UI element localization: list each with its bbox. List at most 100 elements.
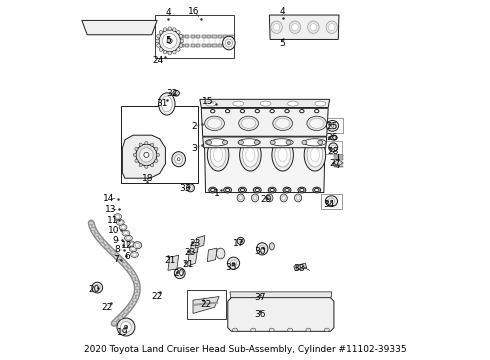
Text: 18: 18 [142, 174, 153, 183]
Text: 10: 10 [108, 226, 120, 235]
Ellipse shape [242, 118, 256, 129]
Ellipse shape [139, 163, 142, 167]
Bar [324, 140, 342, 154]
Polygon shape [200, 99, 330, 108]
Text: 26: 26 [326, 133, 338, 142]
Ellipse shape [207, 139, 229, 171]
Ellipse shape [283, 187, 291, 193]
Ellipse shape [331, 145, 335, 149]
Text: 6: 6 [124, 252, 130, 261]
Text: 21: 21 [183, 260, 194, 269]
Ellipse shape [331, 135, 337, 140]
Text: 8: 8 [115, 246, 121, 255]
Ellipse shape [307, 143, 323, 167]
Ellipse shape [159, 48, 163, 51]
Ellipse shape [296, 196, 300, 200]
Ellipse shape [232, 328, 238, 332]
Polygon shape [191, 242, 198, 253]
Polygon shape [201, 108, 328, 136]
Ellipse shape [227, 41, 230, 44]
Ellipse shape [273, 24, 280, 31]
Ellipse shape [128, 304, 133, 307]
Bar [185, 44, 190, 47]
Bar [334, 162, 343, 164]
Text: 24: 24 [152, 57, 164, 66]
Text: 4: 4 [166, 8, 171, 17]
Ellipse shape [187, 184, 195, 192]
Ellipse shape [239, 196, 243, 200]
Ellipse shape [140, 148, 153, 162]
Ellipse shape [139, 143, 142, 146]
Text: 25: 25 [326, 122, 338, 131]
Ellipse shape [328, 198, 335, 204]
Ellipse shape [282, 196, 286, 200]
Ellipse shape [177, 270, 183, 276]
Ellipse shape [91, 227, 96, 231]
Ellipse shape [268, 108, 276, 114]
Text: 19: 19 [117, 328, 129, 337]
Bar [201, 44, 206, 47]
Ellipse shape [172, 28, 176, 31]
Polygon shape [168, 255, 179, 270]
Bar [122, 106, 198, 183]
Ellipse shape [134, 292, 139, 296]
Ellipse shape [313, 187, 320, 193]
Bar [201, 35, 206, 39]
Ellipse shape [157, 44, 160, 47]
Text: 22: 22 [200, 300, 212, 309]
Text: 33: 33 [179, 184, 191, 193]
Ellipse shape [330, 200, 333, 202]
Polygon shape [204, 108, 326, 193]
Ellipse shape [180, 39, 184, 42]
Ellipse shape [288, 328, 293, 332]
Ellipse shape [155, 147, 158, 150]
Polygon shape [228, 298, 334, 331]
Ellipse shape [315, 101, 326, 106]
Ellipse shape [222, 36, 235, 50]
Ellipse shape [144, 152, 149, 157]
Ellipse shape [188, 186, 193, 190]
Ellipse shape [239, 187, 246, 193]
Ellipse shape [127, 269, 132, 272]
Ellipse shape [331, 125, 334, 127]
Ellipse shape [94, 233, 99, 237]
Ellipse shape [270, 140, 275, 144]
Ellipse shape [209, 187, 217, 193]
Bar [207, 35, 211, 39]
Text: 1: 1 [214, 189, 220, 198]
Text: 7: 7 [113, 255, 119, 264]
Ellipse shape [285, 109, 289, 113]
Ellipse shape [124, 231, 128, 235]
Ellipse shape [131, 274, 136, 278]
Ellipse shape [207, 118, 221, 129]
Ellipse shape [335, 161, 340, 167]
Ellipse shape [334, 161, 342, 165]
Ellipse shape [124, 325, 128, 329]
Bar [191, 35, 195, 39]
Ellipse shape [324, 328, 329, 332]
Ellipse shape [110, 251, 116, 255]
Polygon shape [203, 137, 327, 148]
Ellipse shape [177, 158, 180, 161]
Bar [334, 158, 343, 160]
Ellipse shape [271, 139, 293, 146]
Ellipse shape [176, 31, 180, 34]
Ellipse shape [243, 143, 258, 167]
Ellipse shape [289, 21, 301, 33]
Ellipse shape [114, 214, 122, 220]
Text: 3: 3 [191, 144, 197, 153]
Ellipse shape [129, 246, 137, 252]
Ellipse shape [131, 252, 139, 257]
Ellipse shape [271, 21, 282, 33]
Bar [185, 35, 190, 39]
Bar [218, 35, 222, 39]
Bar [229, 35, 233, 39]
Text: 2020 Toyota Land Cruiser Head Sub-Assembly, Cylinder #11102-39335: 2020 Toyota Land Cruiser Head Sub-Assemb… [84, 345, 406, 354]
Ellipse shape [95, 285, 100, 291]
Ellipse shape [298, 187, 306, 193]
Text: 5: 5 [166, 36, 171, 45]
Ellipse shape [272, 139, 294, 171]
Ellipse shape [156, 39, 159, 42]
Ellipse shape [223, 187, 232, 193]
Ellipse shape [318, 140, 323, 144]
